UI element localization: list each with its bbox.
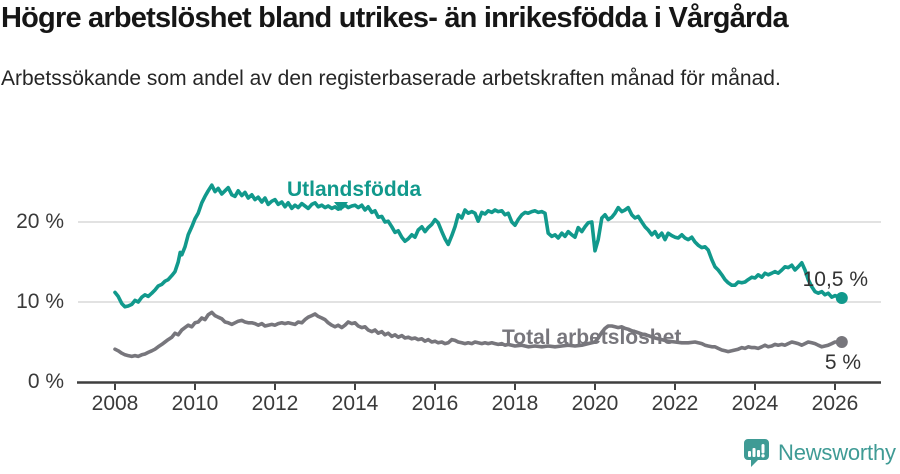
y-tick-label: 0 % — [27, 370, 64, 393]
newsworthy-logo-icon — [744, 439, 769, 467]
newsworthy-attribution: Newsworthy — [742, 438, 896, 468]
y-tick-label: 10 % — [16, 290, 64, 313]
page-subtitle: Arbetssökande som andel av den registerb… — [1, 67, 781, 90]
x-tick-label: 2018 — [491, 392, 539, 415]
series-label-utlandsfodda: Utlandsfödda — [287, 178, 422, 201]
y-tick-label: 20 % — [16, 210, 64, 233]
end-value-label-utlandsfodda: 10,5 % — [802, 268, 868, 291]
end-value-label-total: 5 % — [824, 351, 862, 374]
x-tick-label: 2024 — [731, 392, 779, 415]
series-label-total-arbetsloshet: Total arbetslöshet — [502, 326, 682, 349]
series-end-dot-total — [835, 336, 848, 348]
x-tick-label: 2016 — [411, 392, 459, 415]
x-tick-label: 2008 — [91, 392, 139, 415]
page-title: Högre arbetslöshet bland utrikes- än inr… — [1, 2, 789, 34]
series-end-dot-utlandsfodda — [835, 292, 848, 304]
brand-name: Newsworthy — [778, 440, 896, 465]
x-tick-label: 2012 — [251, 392, 299, 415]
label-pointer-triangle-icon — [334, 202, 348, 211]
x-tick-label: 2022 — [651, 392, 699, 415]
x-tick-label: 2020 — [571, 392, 619, 415]
x-tick-label: 2026 — [811, 392, 859, 415]
series-line-total — [113, 310, 844, 359]
x-tick-label: 2010 — [171, 392, 219, 415]
series-line-utlandsfodda — [113, 183, 844, 309]
x-tick-label: 2014 — [331, 392, 379, 415]
